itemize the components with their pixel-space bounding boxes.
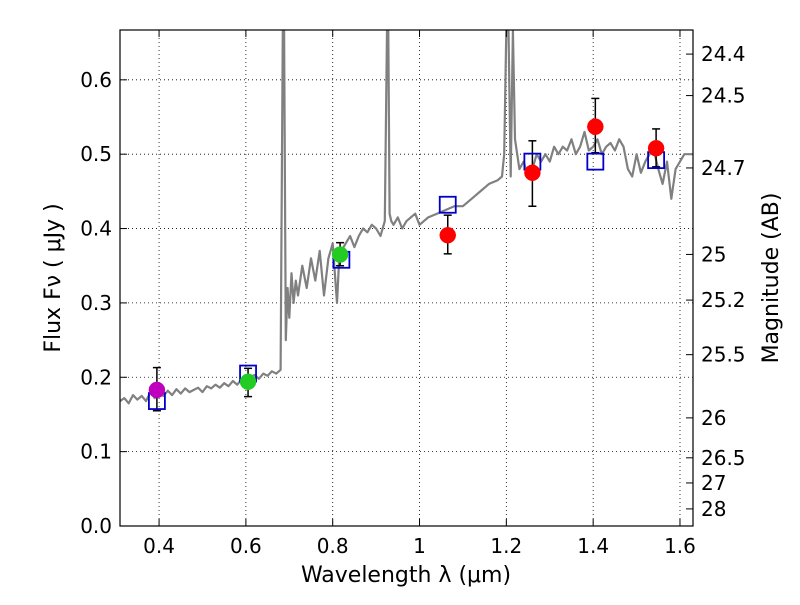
right-tick-label: 25.2 [701, 288, 746, 312]
y-tick-label: 0.0 [80, 514, 112, 538]
model-photometry-square [586, 152, 605, 171]
y-tick-label: 0.1 [80, 440, 112, 464]
observed-flux-point [239, 373, 257, 390]
plot-frame [119, 29, 694, 527]
y-tick-label: 0.3 [80, 291, 112, 315]
observed-flux-point [331, 246, 349, 263]
y-tick-label: 0.2 [80, 365, 112, 389]
observed-flux-points [148, 118, 665, 399]
right-tick-label: 26 [701, 406, 726, 430]
right-tick-label: 25 [701, 242, 726, 266]
y-tick-label: 0.5 [80, 142, 112, 166]
observed-flux-point [148, 381, 166, 399]
x-tick-label: 0.8 [317, 534, 349, 558]
right-axis-label: Magnitude (AB) [759, 193, 784, 364]
right-tick-label: 24.7 [701, 156, 746, 180]
x-tick-label: 1.2 [490, 534, 522, 558]
model-photometry-points [147, 151, 666, 410]
x-tick-label: 0.6 [230, 534, 262, 558]
x-tick-label: 1 [413, 534, 426, 558]
x-tick-label: 1.6 [664, 534, 696, 558]
x-axis-label: Wavelength λ (μm) [301, 563, 511, 588]
observed-flux-point [647, 139, 665, 157]
right-tick-label: 24.5 [701, 84, 746, 108]
y-tick-label: 0.4 [80, 217, 112, 241]
y-tick-label: 0.6 [80, 68, 112, 92]
observed-flux-point [439, 226, 456, 244]
x-tick-label: 0.4 [143, 534, 175, 558]
right-tick-label: 28 [701, 497, 726, 521]
x-tick-label: 1.4 [577, 534, 609, 558]
right-tick-label: 25.5 [701, 343, 746, 367]
plot-background [120, 30, 693, 526]
x-axis: 0.4 0.6 0.8 1 1.2 1.4 1.6 [143, 30, 696, 558]
y-axis-left: 0.0 0.1 0.2 0.3 0.4 0.5 0.6 [80, 68, 127, 538]
right-tick-label: 26.5 [701, 446, 746, 470]
right-tick-label: 24.4 [701, 42, 746, 66]
observed-flux-point [587, 118, 604, 135]
right-tick-label: 27 [701, 471, 726, 495]
y-axis-label: Flux Fν ( μJy ) [41, 203, 66, 352]
observed-flux-point [524, 164, 541, 182]
grid-lines [120, 30, 693, 527]
model-photometry-square [438, 195, 457, 214]
